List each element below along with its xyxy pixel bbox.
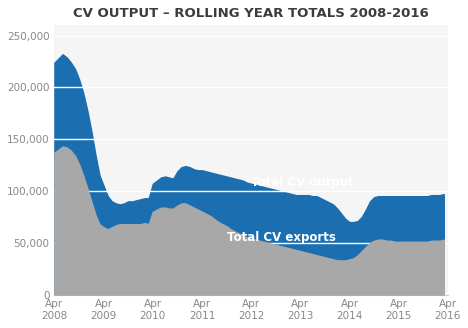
Title: CV OUTPUT – ROLLING YEAR TOTALS 2008-2016: CV OUTPUT – ROLLING YEAR TOTALS 2008-201… [73,7,429,20]
Text: Total CV exports: Total CV exports [227,231,336,244]
Text: Total CV output: Total CV output [251,176,354,189]
